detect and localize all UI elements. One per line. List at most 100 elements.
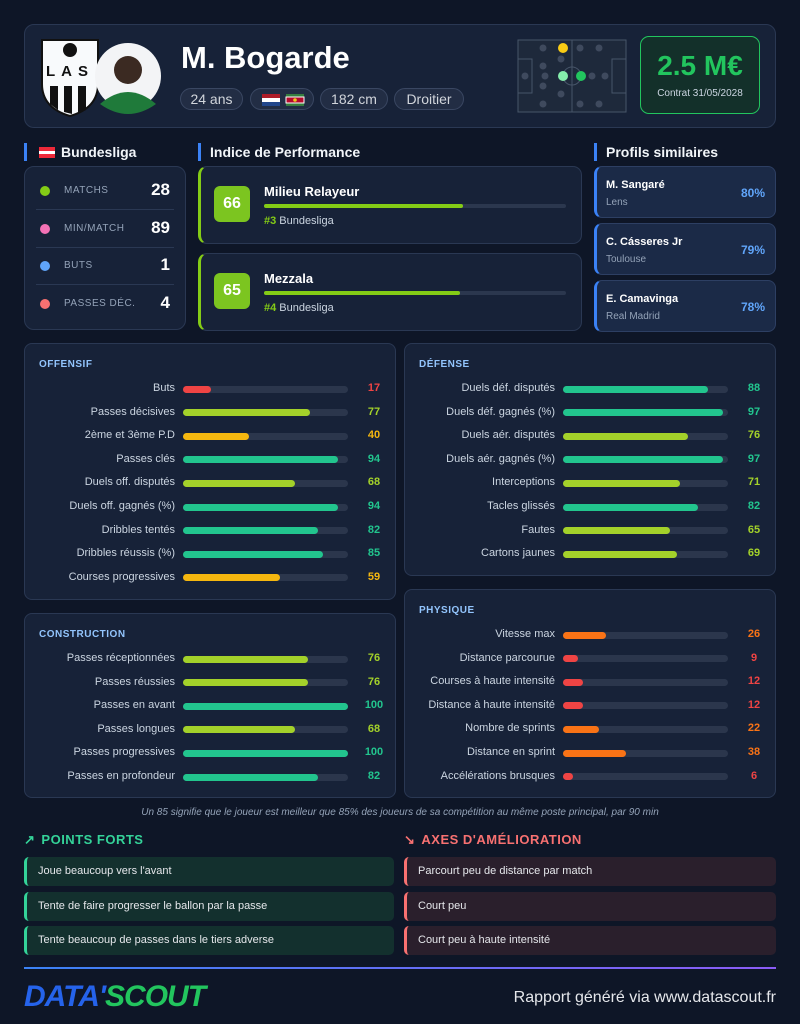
metric-bar [563, 550, 677, 558]
club-emblem [63, 43, 77, 57]
pitch-position [576, 71, 586, 81]
improvements-item: Court peu [404, 891, 776, 921]
improvements-item: Parcourt peu de distance par match [404, 857, 776, 886]
metric-label: Interceptions [492, 476, 555, 489]
metric-bar [563, 432, 689, 440]
similar-score: 78% [740, 300, 765, 314]
metric-value: 82 [367, 523, 381, 536]
metric-bar [563, 749, 626, 757]
metric-label: Buts [152, 382, 175, 394]
metric-bar [563, 409, 724, 417]
similar-score: 80% [740, 186, 765, 200]
note: Un 85 signifie que le joueur est meilleu… [141, 807, 659, 818]
contract: Contrat 31/05/2028 [657, 88, 743, 99]
stat-value: 89 [151, 217, 170, 237]
stat-label: MATCHS [64, 185, 109, 196]
metric-bar [183, 527, 319, 535]
similar-card[interactable] [594, 280, 776, 332]
metric-label: Tacles glissés [487, 500, 555, 512]
league-name: Bundesliga [61, 144, 137, 160]
metric-bar [563, 479, 681, 487]
age: 24 ans [180, 88, 243, 110]
flags [262, 94, 305, 106]
divider [24, 967, 776, 969]
metric-label: Passes réussies [94, 675, 175, 688]
metric-value: 9 [750, 651, 758, 664]
metric-bar [563, 678, 583, 686]
metric-value: 94 [367, 452, 381, 465]
player-name: M. Bogarde [181, 40, 350, 75]
metric-value: 40 [367, 429, 381, 442]
metric-label: Duels déf. gagnés (%) [446, 405, 555, 418]
stat-separator [36, 246, 174, 248]
metric-value: 94 [367, 500, 381, 512]
value-box [640, 36, 760, 114]
metric-value: 76 [367, 675, 381, 688]
metric-label: Duels off. disputés [84, 476, 175, 489]
metric-bar [563, 456, 724, 464]
metric-track [183, 432, 348, 440]
stat-value: 28 [151, 180, 170, 199]
profile-rank: #3 Bundesliga [264, 215, 334, 227]
metric-value: 38 [747, 746, 761, 758]
metric-bar [183, 409, 311, 417]
metric-bar [563, 631, 606, 639]
metric-bar [183, 702, 348, 710]
similar-heading: Profils similaires [594, 143, 718, 161]
metric-value: 76 [367, 652, 381, 664]
metric-bar [183, 749, 348, 757]
metric-track [563, 773, 728, 781]
pitch-main-position [558, 43, 568, 53]
strengths-item: Tente de faire progresser le ballon par … [24, 891, 394, 921]
metric-bar [183, 679, 309, 687]
metric-label: Courses à haute intensité [430, 675, 555, 688]
metric-value: 17 [367, 382, 381, 394]
metric-value: 97 [747, 452, 761, 465]
metric-label: Duels aér. disputés [461, 429, 555, 442]
similar-score: 79% [740, 243, 765, 257]
similar-club: Real Madrid [606, 311, 660, 322]
stat-icon [40, 298, 50, 309]
metric-value: 71 [747, 476, 761, 489]
similar-club: Toulouse [606, 254, 647, 265]
metric-track [563, 702, 728, 710]
stat-label: MIN/MATCH [64, 222, 125, 234]
improvements-title: AXES D'AMÉLIORATION [421, 832, 582, 847]
metric-label: Passes progressives [73, 746, 176, 759]
metric-bar [563, 773, 573, 781]
improvements-heading: ↘ AXES D'AMÉLIORATION [404, 832, 582, 847]
similar-club: Lens [606, 197, 628, 208]
brand: DATA'SCOUT [24, 980, 206, 1014]
metric-label: Accélérations brusques [440, 769, 555, 782]
league-card [24, 166, 186, 330]
pitch-dots [521, 44, 609, 108]
section-title: DÉFENSE [419, 359, 470, 370]
profile-rank-number: #4 [264, 302, 277, 314]
height: 182 cm [320, 88, 388, 110]
metric-label: Dribbles réussis (%) [76, 547, 175, 560]
similar-card[interactable] [594, 223, 776, 275]
pitch-position [558, 71, 568, 81]
metric-label: 2ème et 3ème P.D [84, 429, 175, 442]
metric-label: Duels off. gagnés (%) [69, 500, 175, 512]
metric-track [183, 385, 348, 393]
photo-head [114, 56, 142, 84]
section-card [404, 589, 776, 798]
metric-label: Fautes [521, 523, 555, 536]
metric-label: Vitesse max [495, 628, 555, 640]
stat-icon [40, 223, 50, 234]
profile-rank: #4 Bundesliga [264, 302, 334, 314]
metric-label: Passes clés [116, 452, 175, 465]
photo-shirt [100, 92, 156, 114]
stat-value: 4 [160, 292, 170, 312]
stat-label: PASSES DÉC. [64, 297, 136, 309]
credit: Rapport généré via www.datascout.fr [513, 989, 776, 1006]
market-value: 2.5 M€ [657, 50, 743, 81]
similar-card[interactable] [594, 166, 776, 218]
stat-value: 1 [160, 255, 170, 274]
section-title: PHYSIQUE [419, 605, 475, 616]
similar-name: M. Sangaré [606, 179, 665, 191]
stat-icon [40, 186, 50, 196]
metric-value: 85 [367, 547, 381, 560]
metric-value: 68 [367, 476, 381, 489]
